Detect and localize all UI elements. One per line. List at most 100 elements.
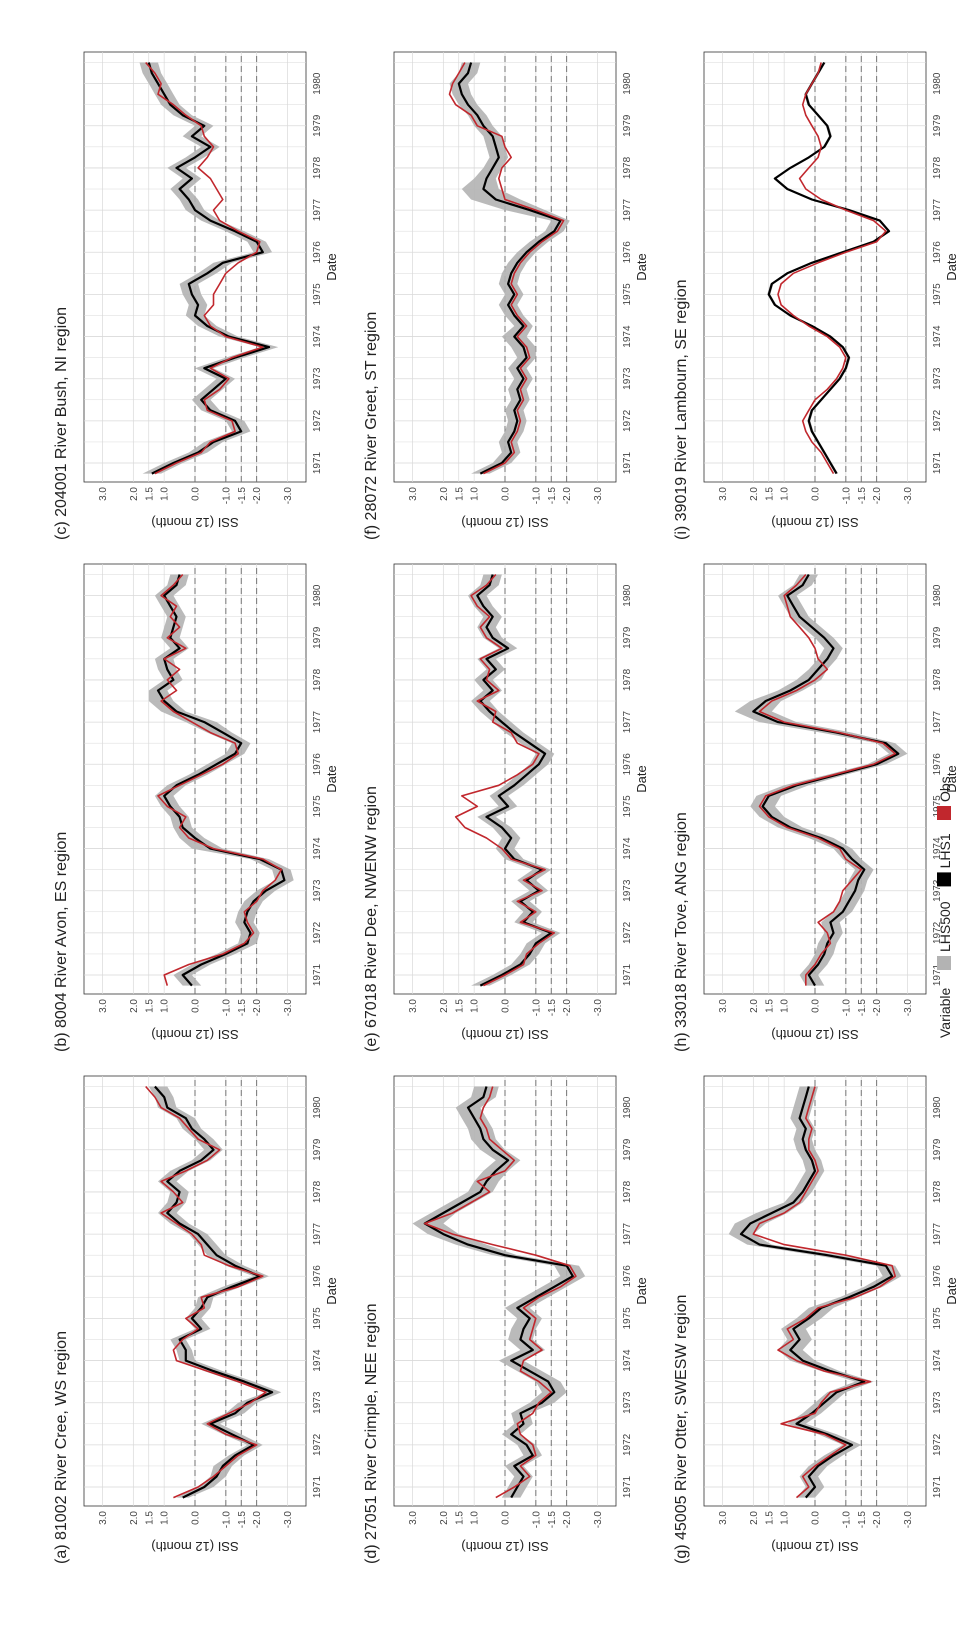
- y-tick-label: 0.0: [501, 1511, 512, 1525]
- y-tick-label: -2.0: [872, 1511, 883, 1529]
- x-tick-label: 1971: [932, 963, 943, 986]
- y-tick-label: 1.0: [780, 999, 791, 1013]
- x-tick-label: 1972: [312, 921, 323, 944]
- y-tick-label: 2.0: [129, 1511, 140, 1525]
- series-band-lhs500: [139, 62, 279, 474]
- y-tick-label: 3.0: [718, 999, 729, 1013]
- series-line-obs: [448, 62, 565, 475]
- panel-title: (g) 45005 River Otter, SWESW region: [673, 1295, 690, 1564]
- x-tick-label: 1971: [312, 963, 323, 986]
- y-tick-label: 0.0: [191, 487, 202, 501]
- y-tick-label: 1.0: [470, 999, 481, 1013]
- rotated-figure: (a) 81002 River Cree, WS region 3.0 2.0 1.5…: [53, 51, 959, 1564]
- y-tick-label: -2.0: [252, 487, 263, 505]
- y-tick-label: 1.5: [764, 487, 775, 501]
- x-axis-label: Date: [634, 1277, 649, 1304]
- x-tick-label: 1976: [312, 753, 323, 776]
- y-tick-label: -3.0: [593, 487, 604, 505]
- y-axis-label: SSI (12 month): [151, 1027, 238, 1042]
- x-tick-label: 1976: [312, 1265, 323, 1288]
- series-band-lhs500: [148, 1086, 282, 1498]
- x-tick-label: 1978: [312, 1180, 323, 1203]
- y-tick-label: -1.5: [237, 487, 248, 505]
- y-axis-label: SSI (12 month): [771, 1539, 858, 1554]
- x-tick-label: 1972: [932, 1433, 943, 1456]
- x-axis-label: Date: [944, 253, 959, 280]
- panel-5: (f) 28072 River Greet, ST region 3.0 2.0 1.…: [363, 51, 649, 540]
- x-tick-label: 1977: [932, 199, 943, 222]
- x-tick-label: 1979: [932, 1138, 943, 1161]
- x-tick-label: 1980: [932, 1096, 943, 1119]
- x-tick-label: 1974: [932, 837, 943, 860]
- x-tick-label: 1973: [932, 1391, 943, 1414]
- y-tick-label: 3.0: [718, 1511, 729, 1525]
- panel-8: (i) 39019 River Lambourn, SE region 3.0 2.…: [673, 51, 959, 540]
- y-tick-label: 2.0: [439, 999, 450, 1013]
- x-axis-label: Date: [324, 765, 339, 792]
- x-tick-label: 1975: [312, 795, 323, 818]
- panel-title: (i) 39019 River Lambourn, SE region: [673, 279, 690, 540]
- x-tick-label: 1975: [312, 283, 323, 306]
- x-tick-label: 1976: [622, 241, 633, 264]
- x-axis-label: Date: [944, 765, 959, 792]
- x-tick-label: 1980: [312, 584, 323, 607]
- panel-title: (d) 27051 River Crimple, NEE region: [363, 1303, 380, 1564]
- x-tick-label: 1975: [622, 1307, 633, 1330]
- y-tick-label: -1.0: [841, 999, 852, 1017]
- y-tick-label: 1.0: [780, 487, 791, 501]
- x-tick-label: 1974: [622, 837, 633, 860]
- x-tick-label: 1980: [622, 584, 633, 607]
- series-line-obs: [145, 1085, 267, 1499]
- y-tick-label: -1.0: [841, 1511, 852, 1529]
- y-tick-label: -3.0: [283, 999, 294, 1017]
- y-tick-label: 3.0: [98, 1511, 109, 1525]
- y-tick-label: 2.0: [129, 999, 140, 1013]
- y-tick-label: 0.0: [501, 487, 512, 501]
- y-tick-label: 3.0: [408, 999, 419, 1013]
- x-tick-label: 1971: [312, 451, 323, 474]
- panel-title: (h) 33018 River Tove, ANG region: [673, 812, 690, 1052]
- series-band-lhs500: [449, 62, 570, 474]
- x-tick-label: 1979: [622, 114, 633, 137]
- y-tick-label: 3.0: [98, 999, 109, 1013]
- x-tick-label: 1976: [312, 241, 323, 264]
- x-tick-label: 1975: [622, 283, 633, 306]
- panel-0: (a) 81002 River Cree, WS region 3.0 2.0 1.5…: [53, 1075, 339, 1564]
- y-tick-label: -3.0: [593, 1511, 604, 1529]
- legend-swatch: [937, 956, 951, 970]
- panel-title: (e) 67018 River Dee, NWENW region: [363, 786, 380, 1052]
- x-tick-label: 1974: [932, 1349, 943, 1372]
- x-tick-label: 1974: [312, 1349, 323, 1372]
- x-tick-label: 1972: [932, 409, 943, 432]
- x-tick-label: 1973: [622, 367, 633, 390]
- y-tick-label: -1.5: [547, 999, 558, 1017]
- x-tick-label: 1980: [312, 1096, 323, 1119]
- panel-1: (b) 8004 River Avon, ES region 3.0 2.0 1.5 1…: [53, 563, 339, 1052]
- x-tick-label: 1971: [622, 451, 633, 474]
- y-tick-label: 0.0: [501, 999, 512, 1013]
- x-tick-label: 1976: [932, 1265, 943, 1288]
- series-line-lhs1: [739, 1086, 894, 1499]
- x-tick-label: 1975: [622, 795, 633, 818]
- x-tick-label: 1978: [932, 1180, 943, 1203]
- legend-label: LHS1: [937, 833, 953, 868]
- legend-swatch: [937, 872, 951, 887]
- series-line-obs: [752, 1086, 896, 1499]
- x-tick-label: 1979: [312, 114, 323, 137]
- y-tick-label: -1.5: [857, 999, 868, 1017]
- x-tick-label: 1974: [312, 325, 323, 348]
- series-band-lhs500: [734, 574, 908, 986]
- y-tick-label: 3.0: [98, 487, 109, 501]
- y-tick-label: 1.5: [454, 999, 465, 1013]
- x-axis-label: Date: [944, 1277, 959, 1304]
- y-axis-label: SSI (12 month): [461, 515, 548, 530]
- x-axis-label: Date: [634, 765, 649, 792]
- x-tick-label: 1975: [932, 1307, 943, 1330]
- y-tick-label: 1.0: [470, 487, 481, 501]
- x-tick-label: 1978: [312, 668, 323, 691]
- x-tick-label: 1979: [622, 626, 633, 649]
- x-tick-label: 1972: [622, 921, 633, 944]
- x-tick-label: 1977: [622, 711, 633, 734]
- panel-grid: (a) 81002 River Cree, WS region 3.0 2.0 1.5…: [53, 51, 959, 1564]
- y-tick-label: -1.5: [857, 487, 868, 505]
